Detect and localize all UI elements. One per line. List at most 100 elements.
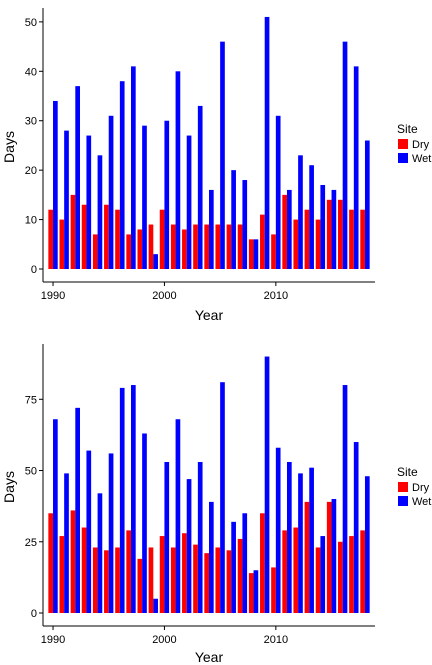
legend-swatch-dry [398, 482, 408, 492]
bar-wet-2011 [286, 461, 292, 613]
legend-label-wet: Wet [412, 153, 431, 165]
y-axis-title: Days [1, 471, 17, 503]
bar-dry-1991 [59, 536, 65, 613]
bar-wet-1997 [131, 385, 136, 613]
bar-wet-2017 [353, 66, 359, 270]
bar-dry-2003 [193, 544, 198, 613]
bar-wet-2005 [220, 41, 225, 270]
bar-wet-2002 [186, 135, 192, 269]
bar-dry-2001 [170, 547, 176, 613]
bar-dry-2003 [193, 224, 198, 269]
bar-wet-1993 [86, 135, 92, 269]
bar-dry-2004 [204, 553, 209, 613]
bar-dry-2006 [226, 550, 232, 613]
bar-wet-2004 [209, 189, 214, 269]
bar-wet-1994 [97, 493, 103, 613]
y-tick-label: 10 [25, 215, 37, 227]
bar-dry-2010 [271, 234, 276, 269]
chart-panel-2: 0 25 50 75 1990 2000 2010 Year Days Site Dry Wet [1, 344, 431, 665]
bar-wet-2009 [264, 356, 270, 613]
bar-dry-2015 [326, 199, 332, 269]
bar-dry-2000 [159, 536, 165, 613]
bar-dry-2017 [349, 536, 354, 613]
bar-wet-2002 [186, 479, 192, 613]
chart-panel-1: 0 10 20 30 40 50 1990 2000 2010 Year Days Site Dry We… [1, 8, 431, 323]
bar-wet-1996 [119, 81, 125, 269]
bar-dry-2017 [349, 209, 354, 269]
bar-dry-1992 [70, 194, 76, 269]
bar-wet-1995 [108, 115, 114, 269]
bar-dry-2018 [360, 209, 365, 269]
bar-wet-2006 [231, 521, 236, 613]
bar-wet-1998 [142, 433, 147, 613]
bar-wet-2007 [242, 180, 248, 269]
legend-swatch-dry [398, 139, 408, 149]
y-tick-label: 20 [25, 165, 37, 177]
x-tick-label: 2000 [152, 290, 176, 302]
bar-dry-2005 [215, 547, 221, 613]
y-tick-label: 50 [25, 466, 37, 478]
bar-wet-2016 [342, 41, 348, 270]
bar-dry-1991 [59, 219, 65, 269]
x-axis-title: Year [195, 649, 224, 665]
bar-dry-1999 [148, 224, 154, 269]
bar-dry-1995 [104, 550, 109, 613]
bar-dry-2011 [282, 194, 287, 269]
bar-dry-2013 [304, 209, 310, 269]
bar-dry-2006 [226, 224, 232, 269]
bar-wet-1995 [108, 453, 114, 613]
bar-wet-2000 [164, 120, 170, 269]
bar-wet-1999 [153, 254, 158, 269]
y-tick-label: 30 [25, 116, 37, 128]
bar-wet-2003 [197, 461, 203, 613]
bar-dry-1995 [104, 204, 109, 269]
bar-wet-2000 [164, 461, 170, 613]
bar-wet-2013 [309, 467, 314, 613]
bar-dry-2007 [237, 224, 243, 269]
bar-wet-2001 [175, 419, 181, 613]
bar-wet-2012 [298, 155, 303, 269]
bar-wet-1991 [64, 130, 69, 269]
bar-dry-1994 [92, 547, 98, 613]
bar-dry-2016 [338, 541, 343, 613]
bar-dry-2014 [315, 219, 321, 269]
bar-wet-2010 [275, 115, 281, 269]
y-tick-label: 25 [25, 537, 37, 549]
bar-dry-1996 [115, 547, 120, 613]
bar-dry-1997 [126, 234, 132, 269]
bar-wet-2013 [309, 165, 314, 269]
bar-dry-1996 [115, 209, 120, 269]
bar-wet-2015 [331, 499, 337, 613]
legend-title: Site [397, 122, 418, 136]
bar-dry-1997 [126, 530, 132, 613]
bar-dry-2001 [170, 224, 176, 269]
bar-dry-2011 [282, 530, 287, 613]
bar-wet-2016 [342, 385, 348, 613]
bar-wet-1990 [53, 100, 58, 270]
bar-wet-2008 [253, 570, 259, 613]
legend: Site Dry Wet [397, 122, 431, 165]
legend: Site Dry Wet [397, 465, 431, 508]
x-tick-label: 1990 [41, 290, 65, 302]
bar-dry-2018 [360, 530, 365, 613]
bar-wet-1990 [53, 419, 58, 613]
y-tick-label: 75 [25, 394, 37, 406]
bar-dry-2009 [260, 214, 265, 269]
bar-dry-2010 [271, 567, 276, 613]
bar-dry-2012 [293, 527, 299, 613]
bar-dry-2009 [260, 513, 265, 613]
bar-wet-2010 [275, 447, 281, 613]
bar-wet-2009 [264, 16, 270, 269]
bar-wet-2005 [220, 382, 225, 613]
bar-wet-2001 [175, 71, 181, 269]
bar-wet-1993 [86, 450, 92, 613]
y-tick-label: 0 [31, 608, 37, 620]
bar-dry-1990 [48, 513, 54, 613]
legend-title: Site [397, 465, 418, 479]
bar-wet-2018 [364, 476, 370, 613]
bar-wet-2004 [209, 501, 214, 613]
legend-label-wet: Wet [412, 496, 431, 508]
x-tick-label: 2000 [152, 634, 176, 646]
bar-wet-1996 [119, 387, 125, 613]
